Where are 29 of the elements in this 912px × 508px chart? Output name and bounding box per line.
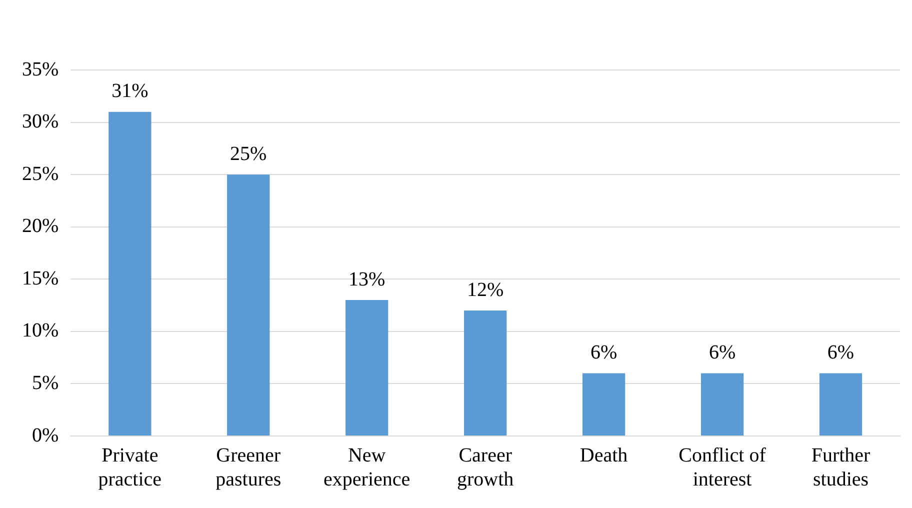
data-label: 12% <box>466 278 504 301</box>
x-tick-label: New experience <box>324 444 410 490</box>
y-tick-label: 30% <box>22 110 59 133</box>
y-tick-label: 35% <box>22 58 59 80</box>
bar <box>582 373 626 436</box>
y-tick-label: 0% <box>32 424 59 446</box>
bar <box>464 310 507 436</box>
data-label: 31% <box>112 80 148 102</box>
data-label: 6% <box>708 342 736 364</box>
y-tick-label: 5% <box>32 372 59 394</box>
data-label: 25% <box>230 142 267 165</box>
y-tick-label: 20% <box>22 215 59 238</box>
x-tick-label: Further studies <box>811 444 871 490</box>
bar <box>819 373 862 436</box>
y-tick-label: 15% <box>22 267 59 290</box>
x-tick-label: Greener pastures <box>216 444 282 490</box>
y-tick-label: 25% <box>22 162 59 185</box>
bar <box>700 373 744 436</box>
data-label: 6% <box>827 342 854 364</box>
x-tick-label: Death <box>580 444 628 466</box>
bar <box>227 174 270 436</box>
x-tick-label: Conflict of interest <box>678 444 766 490</box>
y-tick-label: 10% <box>22 320 59 342</box>
x-tick-label: Career growth <box>456 444 514 490</box>
data-label: 13% <box>348 268 386 290</box>
data-label: 6% <box>590 342 618 364</box>
x-tick-label: Private practice <box>98 444 162 490</box>
bar <box>346 300 388 436</box>
bar <box>108 112 152 436</box>
